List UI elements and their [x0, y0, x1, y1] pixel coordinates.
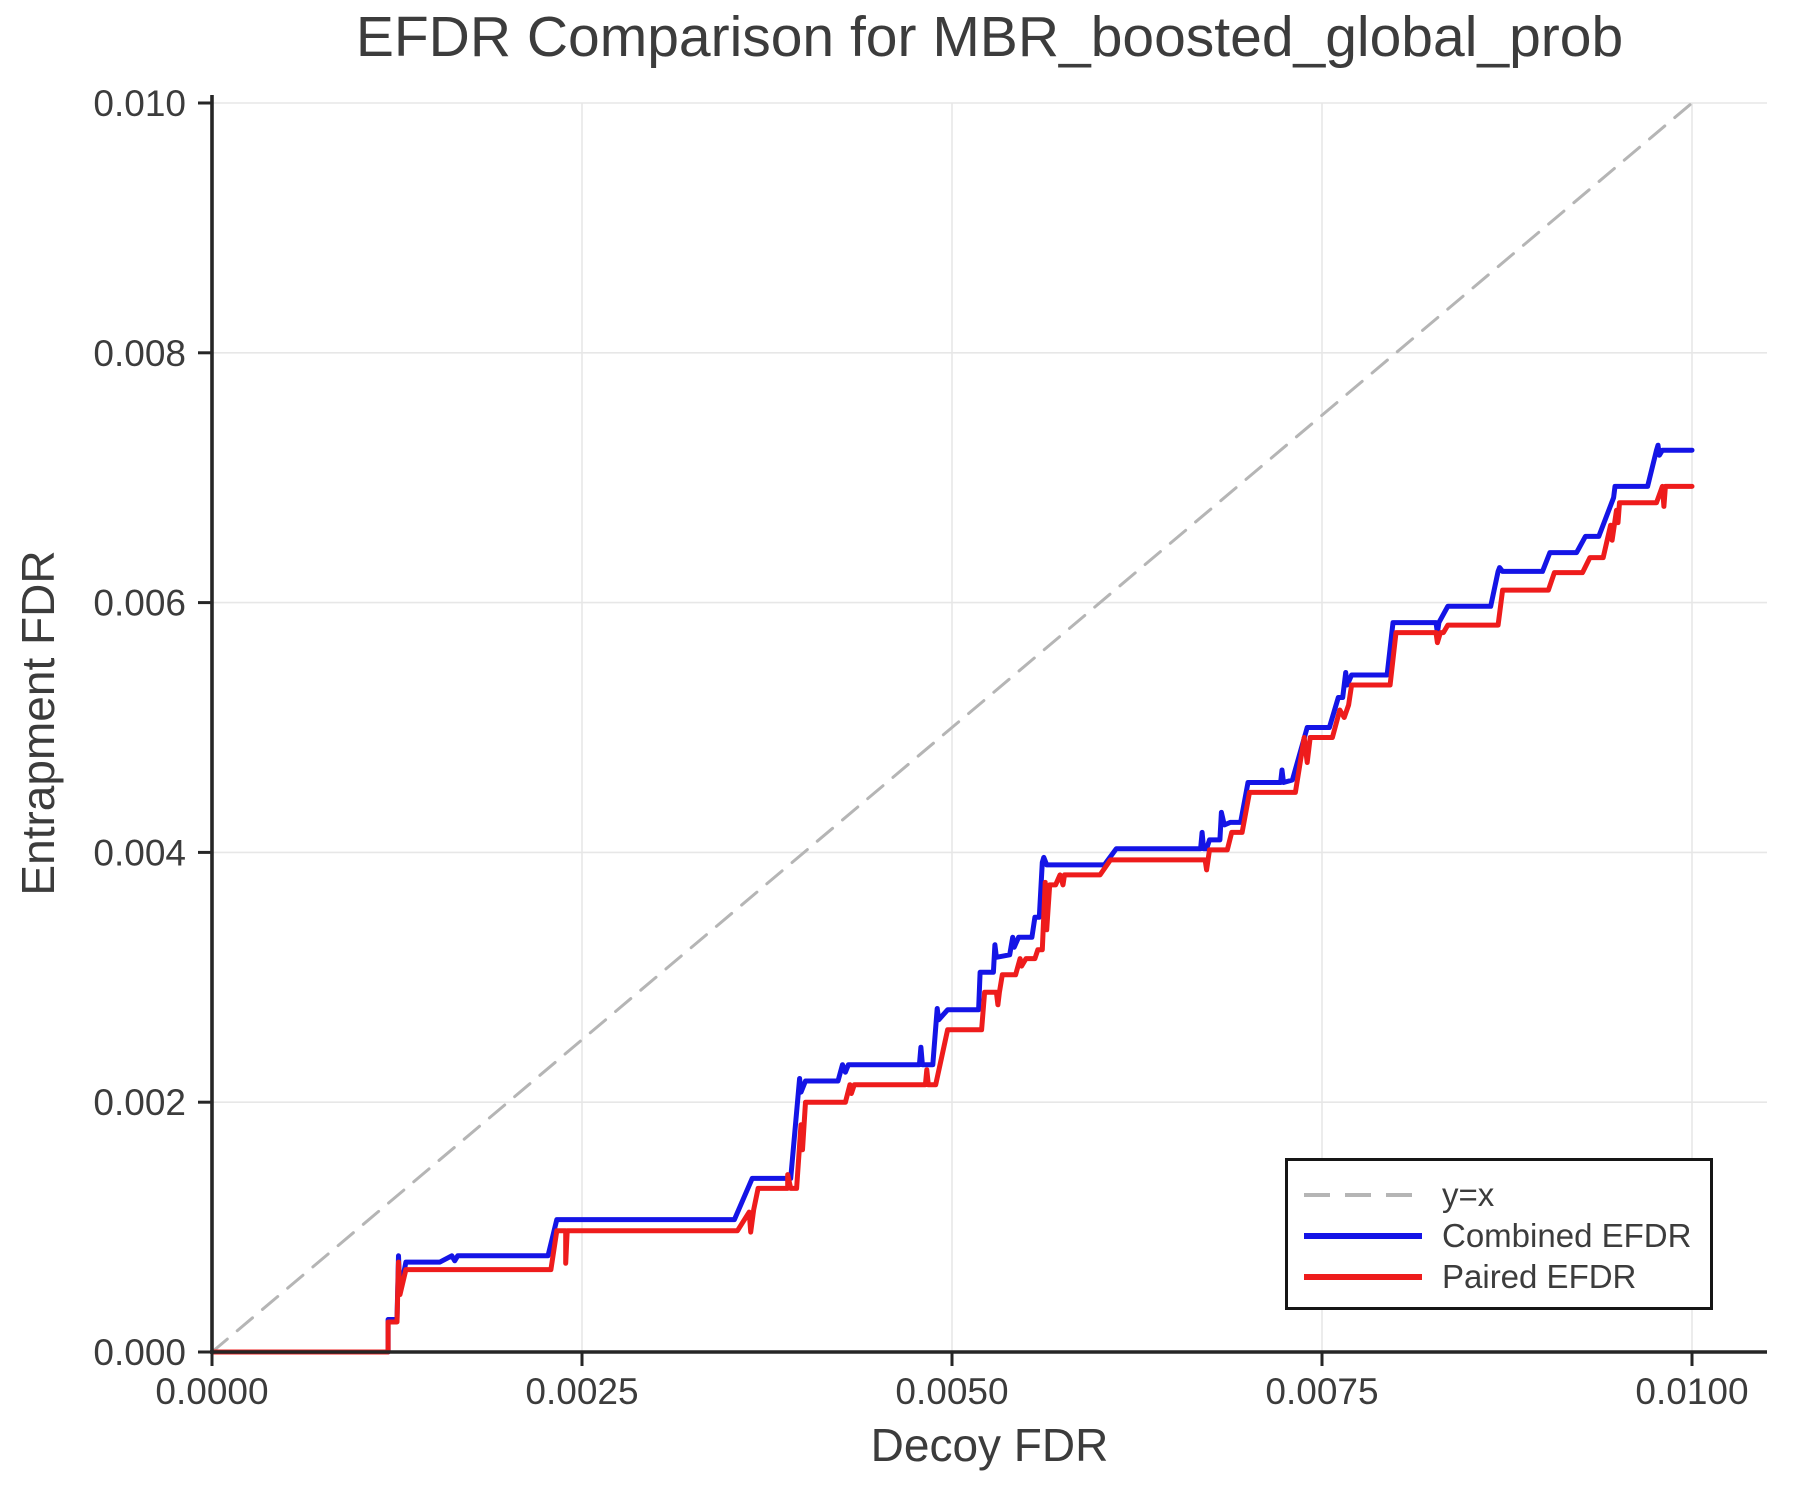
- y-axis-label: Entrapment FDR: [12, 550, 64, 896]
- legend-item: y=x: [1302, 1174, 1710, 1215]
- y-tick-label: 0.006: [93, 583, 186, 624]
- legend-swatch-dashed: [1304, 1192, 1422, 1197]
- y-tick-label: 0.002: [93, 1082, 186, 1123]
- paired-efdr-line: [209, 483, 1695, 1355]
- x-axis-label: Decoy FDR: [870, 1419, 1109, 1471]
- legend: y=x Combined EFDR Paired EFDR: [1285, 1158, 1713, 1310]
- x-tick-label: 0.0000: [155, 1371, 268, 1412]
- legend-label: Combined EFDR: [1442, 1217, 1692, 1254]
- legend-label: y=x: [1442, 1176, 1495, 1213]
- x-tick-label: 0.0050: [895, 1371, 1008, 1412]
- y-equals-x-line: [210, 101, 1694, 1354]
- y-tick-label: 0.008: [93, 333, 186, 374]
- x-tick-label: 0.0075: [1265, 1371, 1378, 1412]
- legend-item: Combined EFDR: [1302, 1215, 1710, 1256]
- chart-title: EFDR Comparison for MBR_boosted_global_p…: [355, 5, 1624, 69]
- x-tick-label: 0.0025: [525, 1371, 638, 1412]
- legend-label: Paired EFDR: [1442, 1258, 1637, 1295]
- legend-swatch-solid: [1304, 1232, 1422, 1239]
- y-tick-label: 0.010: [93, 83, 186, 124]
- y-tick-label: 0.000: [93, 1332, 186, 1373]
- legend-swatch-solid: [1304, 1273, 1422, 1280]
- combined-efdr-line: [209, 442, 1695, 1355]
- x-tick-label: 0.0100: [1635, 1371, 1748, 1412]
- legend-item: Paired EFDR: [1302, 1256, 1710, 1297]
- y-tick-label: 0.004: [93, 832, 186, 873]
